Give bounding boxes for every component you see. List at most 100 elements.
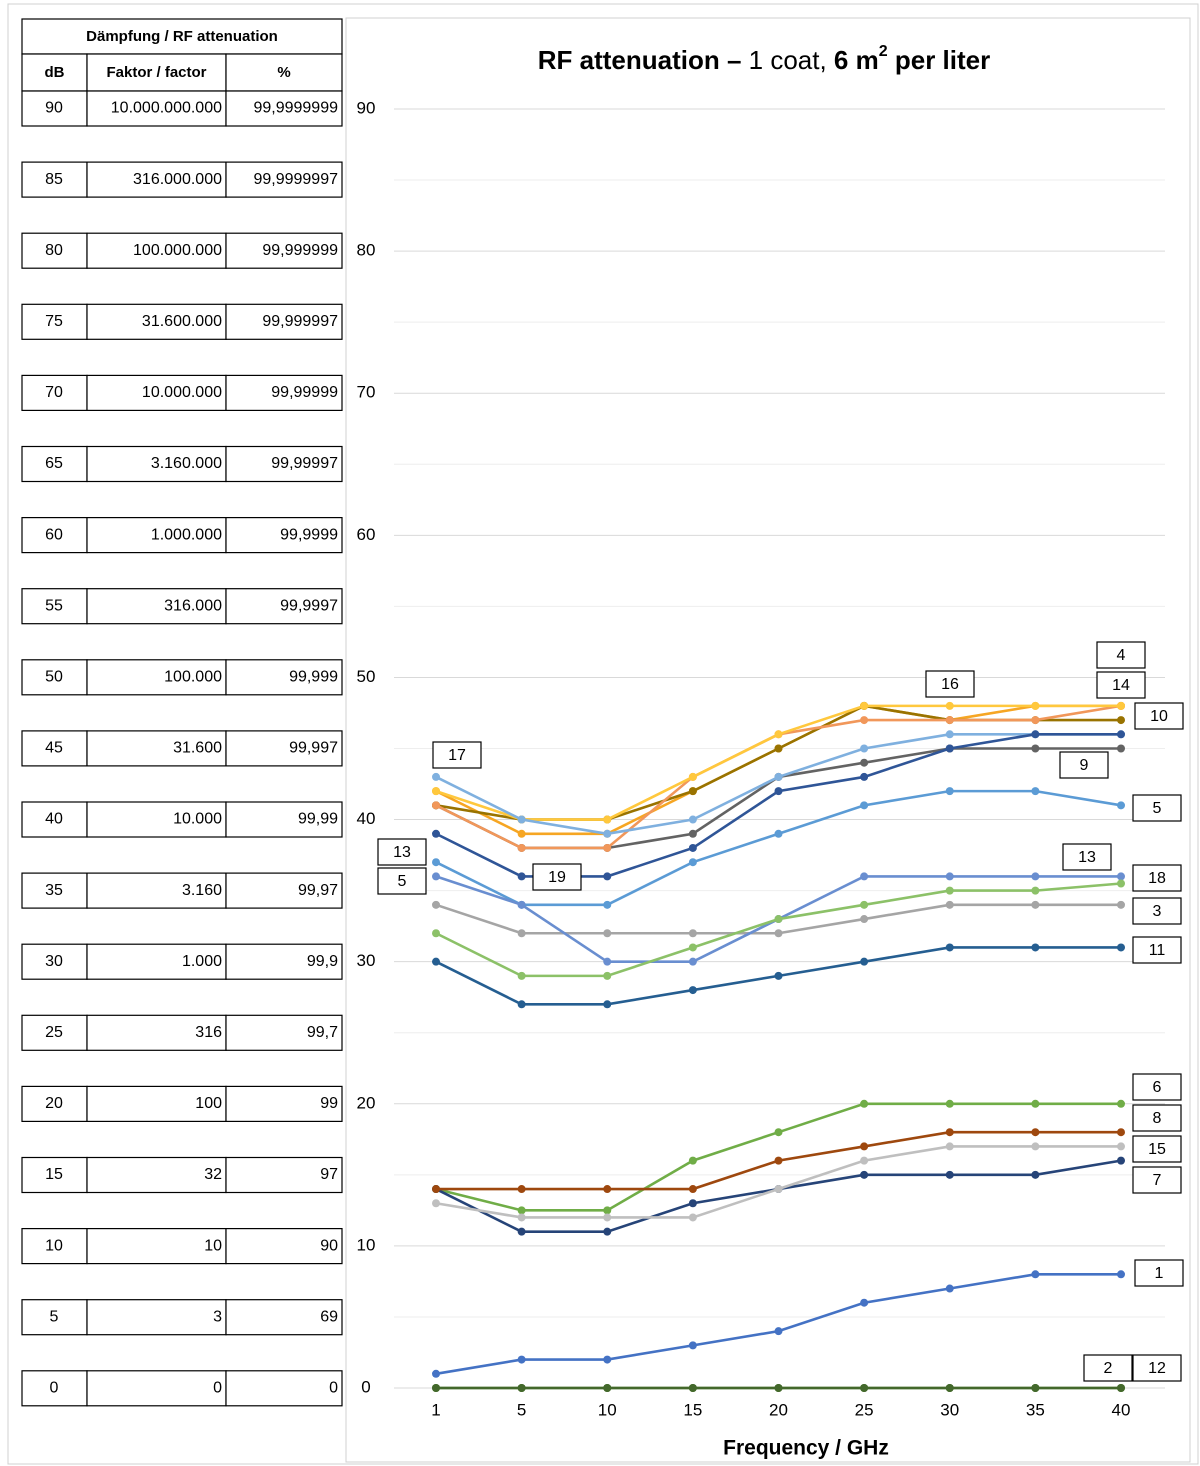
series-label: 12 xyxy=(1148,1360,1166,1377)
series-line xyxy=(435,1273,1121,1376)
series-label-box xyxy=(925,670,975,698)
table-cell-text: 99,999999 xyxy=(262,242,338,259)
data-point xyxy=(860,716,869,725)
data-point xyxy=(603,1213,612,1222)
table-cell xyxy=(225,90,343,127)
data-point xyxy=(1117,730,1125,739)
series-label-box xyxy=(1096,641,1146,669)
data-point xyxy=(860,1142,869,1151)
y-tick-label: 90 xyxy=(357,98,376,117)
table-cell-text: 65 xyxy=(45,455,63,472)
table-cell-text: 70 xyxy=(45,384,63,401)
series-label: 2 xyxy=(1104,1360,1113,1377)
table-cell xyxy=(86,303,227,340)
table-cell-text: 1.000.000 xyxy=(151,526,222,543)
data-point xyxy=(603,829,612,838)
data-point xyxy=(603,900,612,909)
table-cell-text: 99,9 xyxy=(307,953,338,970)
table-cell xyxy=(225,1299,343,1336)
title-part: per liter xyxy=(888,45,991,75)
x-axis-title: Frequency / GHz xyxy=(723,1437,889,1460)
table-cell-text: 3 xyxy=(213,1308,222,1325)
table-cell xyxy=(225,872,343,909)
table-cell-text: 99,9999 xyxy=(280,526,338,543)
table-cell xyxy=(86,374,227,411)
table-header: dB xyxy=(45,64,65,81)
table-cell xyxy=(21,1156,88,1194)
data-point xyxy=(945,1128,954,1137)
data-point xyxy=(860,872,869,881)
series-label: 4 xyxy=(1117,647,1126,664)
data-point xyxy=(1031,886,1040,895)
data-point xyxy=(688,858,697,867)
table-cell xyxy=(21,90,88,127)
data-point xyxy=(688,843,697,852)
data-point xyxy=(774,772,783,781)
table-cell xyxy=(225,374,343,411)
data-point xyxy=(432,1384,440,1392)
table-cell-text: 75 xyxy=(45,313,63,330)
data-point xyxy=(1117,744,1125,753)
y-tick-label: 70 xyxy=(357,383,376,402)
table-cell xyxy=(225,516,343,554)
table-cell-text: 60 xyxy=(45,526,63,543)
table-cell xyxy=(86,1156,227,1194)
data-point xyxy=(517,872,526,881)
data-point xyxy=(517,1227,526,1236)
series-label-box xyxy=(377,838,427,866)
table-cell xyxy=(225,588,343,625)
data-point xyxy=(432,858,440,867)
data-point xyxy=(432,929,440,938)
table-cell xyxy=(86,1299,227,1336)
table-cell xyxy=(225,1156,343,1194)
table-cell-text: 0 xyxy=(50,1380,59,1397)
table-cell-text: 99,9997 xyxy=(280,597,338,614)
table-cell xyxy=(225,1227,343,1265)
series-line xyxy=(435,704,1121,821)
table-cell xyxy=(86,1227,227,1265)
table-cell-text: 0 xyxy=(213,1380,222,1397)
y-tick-label: 40 xyxy=(357,809,376,828)
data-point xyxy=(1031,1270,1040,1279)
y-tick-label: 50 xyxy=(357,667,376,686)
data-point xyxy=(1117,1142,1125,1151)
page-frame xyxy=(7,3,1199,1465)
table-header: Faktor / factor xyxy=(106,64,206,81)
x-tick-label: 25 xyxy=(855,1400,874,1419)
table-cell xyxy=(21,872,88,909)
x-tick-label: 20 xyxy=(769,1400,788,1419)
x-tick-label: 10 xyxy=(598,1400,617,1419)
x-tick-label: 1 xyxy=(431,1400,440,1419)
data-point xyxy=(688,986,697,995)
data-point xyxy=(603,815,612,824)
series-label: 19 xyxy=(548,869,566,886)
data-point xyxy=(517,815,526,824)
data-point xyxy=(432,957,440,966)
data-point xyxy=(1117,1270,1125,1279)
data-point xyxy=(774,1384,783,1392)
table-cell-text: 80 xyxy=(45,242,63,259)
data-point xyxy=(945,716,954,725)
x-tick-label: 15 xyxy=(683,1400,702,1419)
series-label-box xyxy=(1083,1354,1133,1382)
data-point xyxy=(603,872,612,881)
table-cell-text: 100.000.000 xyxy=(133,242,222,259)
data-point xyxy=(774,787,783,796)
data-point xyxy=(1117,879,1125,888)
data-point xyxy=(517,1355,526,1364)
data-point xyxy=(1117,801,1125,810)
table-cell xyxy=(225,1014,343,1051)
data-point xyxy=(688,943,697,952)
series-line xyxy=(435,1159,1122,1233)
data-point xyxy=(603,957,612,966)
table-cell xyxy=(86,943,227,980)
table-cell-text: 10.000.000 xyxy=(142,384,222,401)
series-label: 6 xyxy=(1153,1079,1162,1096)
y-tick-label: 20 xyxy=(357,1093,376,1112)
table-cell-text: 90 xyxy=(320,1237,338,1254)
table-cell xyxy=(225,303,343,340)
series-line xyxy=(435,732,1121,878)
data-point xyxy=(688,1156,697,1165)
data-point xyxy=(860,1170,869,1179)
table-cell-text: 97 xyxy=(320,1166,338,1183)
